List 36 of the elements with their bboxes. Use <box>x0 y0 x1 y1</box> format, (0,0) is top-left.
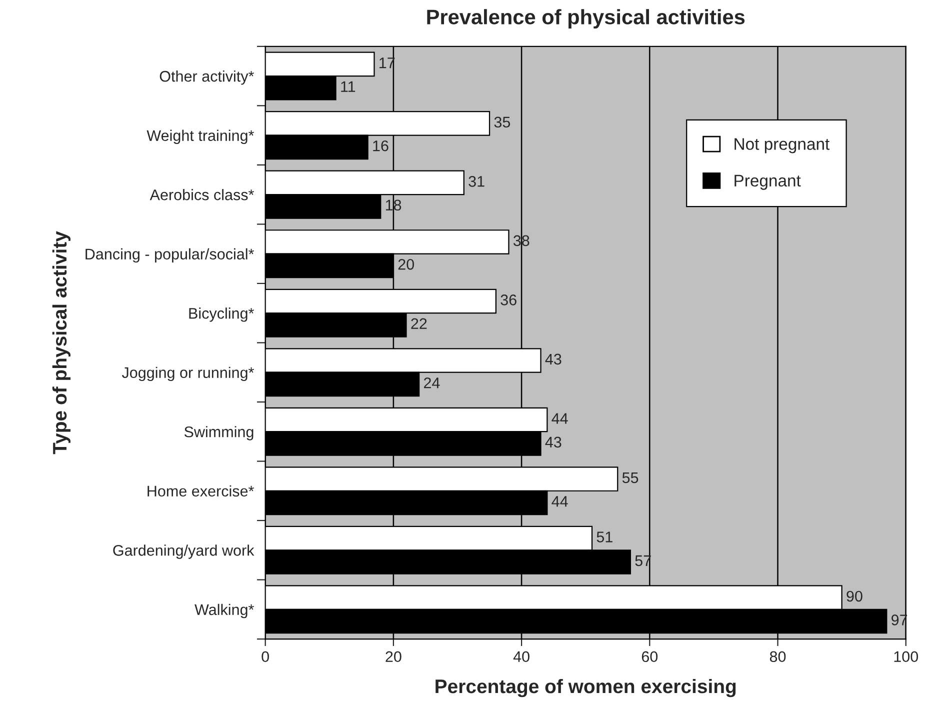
data-label: 20 <box>398 258 414 270</box>
legend-label: Not pregnant <box>734 138 830 154</box>
y-tick-label: Weight training* <box>146 130 254 144</box>
data-label: 31 <box>468 176 484 187</box>
data-label: 22 <box>411 318 427 329</box>
x-tick-label: 80 <box>770 651 786 662</box>
x-tick-label: 60 <box>642 651 658 662</box>
data-label: 44 <box>552 413 568 424</box>
y-tick-label: Home exercise* <box>148 485 254 497</box>
data-label: 51 <box>596 532 612 542</box>
x-tick-label: 100 <box>894 651 918 662</box>
x-axis-title: Percentage of women exercising <box>436 678 736 698</box>
y-tick-label: Dancing - popular/social* <box>86 248 254 263</box>
y-tick-label: Swimming <box>184 426 254 440</box>
x-tick-label: 0 <box>262 651 269 662</box>
data-label: 43 <box>545 354 562 365</box>
y-tick-label: Walking* <box>194 604 254 618</box>
y-tick-label: Gardening/yard work <box>113 544 254 559</box>
y-tick-label: Jogging or running* <box>122 366 254 382</box>
data-label: 24 <box>424 377 440 388</box>
data-label: 16 <box>373 140 388 152</box>
data-label: 35 <box>494 116 510 128</box>
data-label: 55 <box>622 472 638 484</box>
x-tick-label: 20 <box>386 651 402 662</box>
data-label: 43 <box>545 436 562 448</box>
y-tick-label: Aerobics class* <box>150 189 254 200</box>
data-label: 11 <box>341 81 356 92</box>
legend-label: Pregnant <box>734 174 801 190</box>
y-tick-label: Other activity* <box>160 70 254 85</box>
data-label: 90 <box>846 590 862 602</box>
x-tick-label: 40 <box>513 651 530 662</box>
data-label: 44 <box>552 496 568 507</box>
chart-title: Prevalence of physical activities <box>427 9 745 29</box>
data-label: 36 <box>500 294 516 306</box>
y-axis-title: Type of physical activity <box>52 231 70 454</box>
y-tick-label: Bicycling* <box>189 308 254 322</box>
